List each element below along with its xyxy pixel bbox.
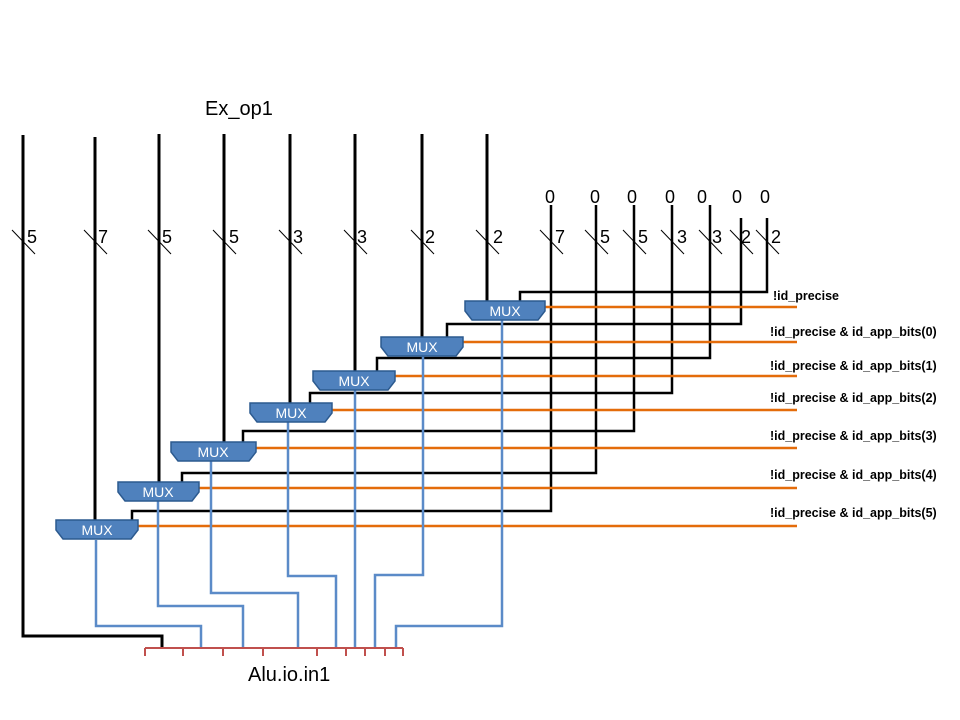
ex-op1-wires (21, 134, 489, 648)
ex-op1-field-0-wire (21, 135, 164, 648)
select-label: !id_precise & id_app_bits(0) (770, 325, 937, 339)
slash-mark (475, 229, 500, 255)
left-width-label: 5 (27, 227, 37, 247)
mux-output-wire-5 (156, 501, 245, 648)
slash-mark (11, 229, 36, 255)
mux-output-wires (94, 320, 504, 648)
slash-mark (212, 229, 237, 255)
right-width-label: 5 (600, 227, 610, 247)
left-width-label: 5 (229, 227, 239, 247)
slash-mark (729, 229, 754, 255)
bus-width-slashes (11, 229, 780, 255)
mux-blocks: MUX MUX MUX MUX MUX MUX MUX (55, 300, 546, 540)
mux-label: MUX (81, 522, 113, 538)
mux-shape (380, 336, 464, 357)
mux-label: MUX (142, 484, 174, 500)
select-label: !id_precise & id_app_bits(4) (770, 468, 937, 482)
zero-label: 0 (545, 187, 555, 207)
mux-shape (249, 402, 333, 423)
right-width-label: 3 (677, 227, 687, 247)
mux-shape (170, 441, 257, 462)
mux-output-wire-6 (94, 540, 203, 648)
slash-mark (278, 229, 303, 255)
right-width-label: 2 (771, 227, 781, 247)
left-width-label: 2 (425, 227, 435, 247)
bus-width-labels: 5 7 5 5 3 3 2 2 7 5 5 3 3 2 2 (27, 227, 781, 247)
slash-mark (147, 229, 172, 255)
mux-output-wire-1 (373, 356, 425, 648)
select-label: !id_precise (773, 289, 839, 303)
title-label: Ex_op1 (205, 98, 273, 120)
slash-mark (660, 229, 685, 255)
zero-label: 0 (627, 187, 637, 207)
zero-labels: 0 0 0 0 0 0 0 (545, 187, 770, 207)
zero-label: 0 (697, 187, 707, 207)
left-width-label: 7 (98, 227, 108, 247)
left-width-label: 5 (162, 227, 172, 247)
mux-label: MUX (406, 339, 438, 355)
left-width-label: 3 (357, 227, 367, 247)
mux-block-3: MUX (249, 402, 333, 423)
select-wires (138, 305, 797, 528)
mux-block-1: MUX (380, 336, 464, 357)
shifted-wire-4 (241, 205, 636, 442)
mux-label: MUX (489, 303, 521, 319)
mux-label: MUX (275, 405, 307, 421)
right-width-label: 2 (741, 227, 751, 247)
output-bus (144, 647, 404, 656)
shifted-wire-3 (308, 205, 674, 403)
mux-shape (55, 519, 139, 540)
mux-shape (117, 481, 200, 502)
mux-label: MUX (338, 373, 370, 389)
slash-mark (698, 229, 723, 255)
right-width-label: 7 (555, 227, 565, 247)
mux-output-wire-0 (394, 320, 504, 648)
slash-mark (755, 229, 780, 255)
slash-mark (539, 229, 564, 255)
mux-block-4: MUX (170, 441, 257, 462)
slash-mark (343, 229, 368, 255)
shifted-wire-6 (130, 205, 553, 520)
select-labels: !id_precise !id_precise & id_app_bits(0)… (770, 289, 937, 520)
zero-label: 0 (665, 187, 675, 207)
left-width-label: 2 (493, 227, 503, 247)
mux-block-0: MUX (464, 300, 546, 321)
mux-label: MUX (197, 444, 229, 460)
select-label: !id_precise & id_app_bits(2) (770, 391, 937, 405)
mux-shape (312, 370, 396, 391)
zero-label: 0 (590, 187, 600, 207)
left-width-label: 3 (293, 227, 303, 247)
shifted-input-wires (130, 205, 769, 520)
select-label: !id_precise & id_app_bits(3) (770, 429, 937, 443)
mux-block-6: MUX (55, 519, 139, 540)
slash-mark (83, 229, 108, 255)
output-label: Alu.io.in1 (248, 664, 330, 686)
shifted-wire-0 (518, 218, 769, 301)
mux-block-5: MUX (117, 481, 200, 502)
mux-block-2: MUX (312, 370, 396, 391)
select-label: !id_precise & id_app_bits(1) (770, 359, 937, 373)
mux-shape (464, 300, 546, 321)
slash-mark (584, 229, 609, 255)
mux-output-wire-3 (286, 422, 338, 648)
zero-label: 0 (760, 187, 770, 207)
shifted-wire-1 (445, 218, 743, 337)
slash-mark (410, 229, 435, 255)
shifted-wire-2 (375, 205, 712, 371)
slash-mark (622, 229, 647, 255)
zero-label: 0 (732, 187, 742, 207)
shifted-wire-5 (180, 205, 598, 482)
select-label: !id_precise & id_app_bits(5) (770, 506, 937, 520)
mux-output-wire-4 (209, 461, 300, 648)
right-width-label: 3 (712, 227, 722, 247)
right-width-label: 5 (638, 227, 648, 247)
